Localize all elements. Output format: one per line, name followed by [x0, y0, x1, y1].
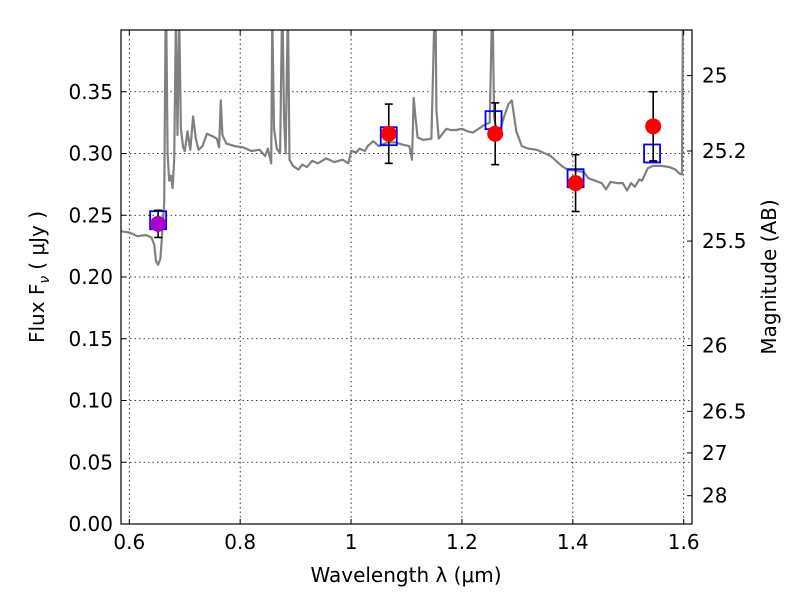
observed-flux-point	[645, 118, 662, 135]
observed-flux-point	[380, 125, 397, 142]
y-axis-title-subscript: ν	[37, 276, 53, 284]
y2-tick-label: 27	[702, 441, 727, 465]
x-tick-label: 1.6	[668, 530, 700, 554]
x-tick-label: 1	[345, 530, 358, 554]
grid-lines	[121, 30, 692, 525]
y-axis-title-flux: Flux F	[25, 284, 49, 343]
model-spectrum-line	[121, 30, 684, 266]
right-axis-title: Magnitude (AB)	[757, 199, 781, 354]
y-tick-label: 0.25	[68, 203, 113, 227]
y-tick-label: 0.20	[68, 265, 113, 289]
observed-flux-point	[567, 175, 584, 192]
x-axis-title: Wavelength λ (μm)	[310, 563, 501, 587]
x-tick-label: 1.4	[557, 530, 589, 554]
y2-tick-label: 26.5	[702, 399, 747, 423]
observed-flux-point	[150, 215, 167, 232]
y-tick-label: 0.30	[68, 142, 113, 166]
y2-tick-label: 25.2	[702, 139, 747, 163]
y2-tick-label: 28	[702, 484, 727, 508]
y-tick-label: 0.05	[68, 450, 113, 474]
model-photometry-marker	[643, 143, 661, 164]
y-tick-label: 0.15	[68, 327, 113, 351]
y-axis-title-unit: ( μJy )	[25, 211, 49, 270]
x-tick-label: 0.6	[113, 530, 145, 554]
x-tick-label: 0.8	[224, 530, 256, 554]
y-axis-title: Flux Fν ( μJy )	[25, 211, 53, 343]
y-tick-label: 0.00	[68, 512, 113, 536]
plot-area	[121, 30, 684, 266]
y2-tick-label: 25.5	[702, 229, 747, 253]
x-tick-label: 1.2	[446, 530, 478, 554]
axes: 0.6 0.8 1 1.2 1.4 1.6 0.00 0.05 0.10 0.15 0.20 0.25…	[68, 29, 747, 554]
y-tick-label: 0.35	[68, 80, 113, 104]
y2-tick-label: 25	[702, 64, 727, 88]
y2-tick-label: 26	[702, 333, 727, 357]
observed-flux-point	[487, 125, 504, 142]
y-tick-label: 0.10	[68, 389, 113, 413]
